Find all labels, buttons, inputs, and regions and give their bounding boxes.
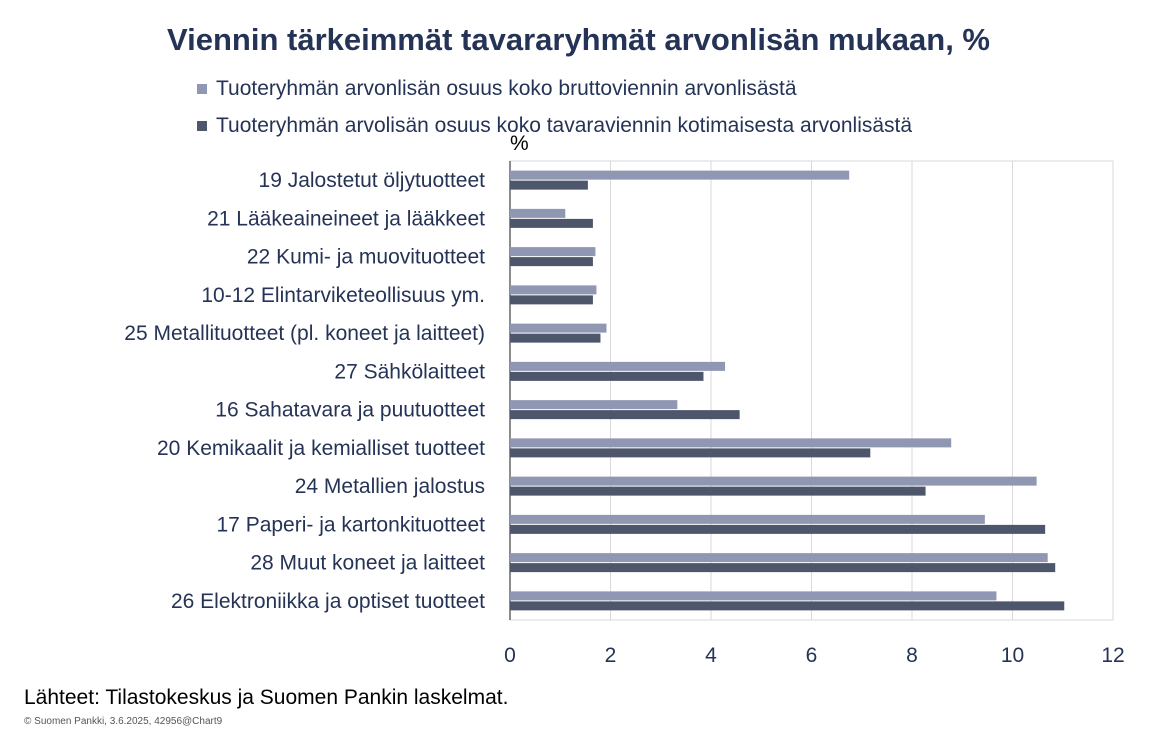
bar-domestic-value-added — [510, 180, 588, 190]
legend-item-gross-export: Tuoteryhmän arvonlisän osuus koko brutto… — [197, 70, 912, 107]
bar-gross-export — [510, 247, 596, 257]
bar-domestic-value-added — [510, 524, 1046, 534]
x-tick-label: 12 — [1101, 644, 1124, 667]
category-label: 26 Elektroniikka ja optiset tuotteet — [171, 590, 485, 613]
bar-gross-export — [510, 208, 566, 218]
bar-domestic-value-added — [510, 410, 740, 420]
category-label: 27 Sähkölaitteet — [334, 360, 485, 383]
unit-label: % — [510, 132, 529, 155]
x-tick-label: 8 — [906, 644, 918, 667]
bar-domestic-value-added — [510, 218, 593, 228]
bar-domestic-value-added — [510, 448, 871, 458]
x-tick-label: 4 — [705, 644, 717, 667]
chart-title: Viennin tärkeimmät tavararyhmät arvonlis… — [167, 22, 990, 57]
x-tick-label: 2 — [605, 644, 617, 667]
copyright-note: © Suomen Pankki, 3.6.2025, 42956@Chart9 — [24, 716, 223, 727]
bar-domestic-value-added — [510, 333, 601, 343]
bar-gross-export — [510, 361, 726, 371]
source-note: Lähteet: Tilastokeskus ja Suomen Pankin … — [24, 686, 509, 709]
bar-domestic-value-added — [510, 486, 926, 496]
category-label: 10-12 Elintarviketeollisuus ym. — [201, 284, 485, 307]
category-label: 21 Lääkeaineineet ja lääkkeet — [207, 207, 485, 230]
bar-domestic-value-added — [510, 257, 593, 267]
chart-legend: Tuoteryhmän arvonlisän osuus koko brutto… — [197, 70, 912, 144]
category-label: 24 Metallien jalostus — [295, 475, 485, 498]
category-label: 16 Sahatavara ja puutuotteet — [215, 399, 485, 422]
legend-item-domestic-value-added: Tuoteryhmän arvolisän osuus koko tavarav… — [197, 107, 912, 144]
legend-swatch-gross-export — [197, 83, 207, 94]
category-label: 25 Metallituotteet (pl. koneet ja laitte… — [124, 322, 485, 345]
x-tick-label: 10 — [1001, 644, 1024, 667]
category-label: 20 Kemikaalit ja kemialliset tuotteet — [157, 437, 485, 460]
category-label: 17 Paperi- ja kartonkituotteet — [217, 513, 486, 536]
legend-label-domestic-value-added: Tuoteryhmän arvolisän osuus koko tavarav… — [216, 113, 913, 137]
category-label: 22 Kumi- ja muovituotteet — [247, 246, 485, 269]
bar-domestic-value-added — [510, 371, 704, 381]
bar-gross-export — [510, 400, 678, 410]
category-label: 28 Muut koneet ja laitteet — [250, 552, 485, 575]
bar-gross-export — [510, 438, 952, 448]
category-label: 19 Jalostetut öljytuotteet — [259, 169, 486, 192]
bar-domestic-value-added — [510, 295, 593, 305]
bar-domestic-value-added — [510, 601, 1065, 611]
bar-gross-export — [510, 285, 597, 295]
bar-gross-export — [510, 514, 985, 524]
bar-gross-export — [510, 323, 607, 333]
bar-gross-export — [510, 591, 997, 601]
x-tick-label: 0 — [504, 644, 516, 667]
legend-swatch-domestic-value-added — [197, 120, 207, 131]
bar-gross-export — [510, 553, 1048, 563]
legend-label-gross-export: Tuoteryhmän arvonlisän osuus koko brutto… — [216, 76, 797, 100]
x-tick-label: 6 — [806, 644, 818, 667]
bar-gross-export — [510, 170, 850, 180]
bar-gross-export — [510, 476, 1037, 486]
bar-domestic-value-added — [510, 563, 1056, 573]
